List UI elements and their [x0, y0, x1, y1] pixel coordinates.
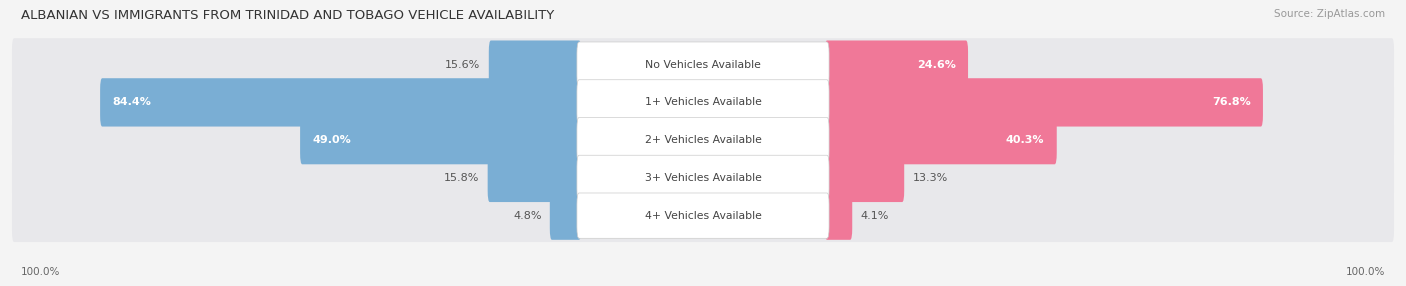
- FancyBboxPatch shape: [576, 193, 830, 238]
- FancyBboxPatch shape: [576, 155, 830, 200]
- FancyBboxPatch shape: [825, 154, 904, 202]
- Text: 15.8%: 15.8%: [444, 173, 479, 183]
- Text: 13.3%: 13.3%: [912, 173, 948, 183]
- FancyBboxPatch shape: [825, 192, 852, 240]
- FancyBboxPatch shape: [550, 192, 581, 240]
- Text: 4.1%: 4.1%: [860, 211, 889, 221]
- Text: 4+ Vehicles Available: 4+ Vehicles Available: [644, 211, 762, 221]
- FancyBboxPatch shape: [825, 78, 1263, 126]
- Text: 49.0%: 49.0%: [312, 135, 352, 145]
- Text: 40.3%: 40.3%: [1005, 135, 1045, 145]
- FancyBboxPatch shape: [825, 41, 969, 89]
- FancyBboxPatch shape: [489, 41, 581, 89]
- Text: 1+ Vehicles Available: 1+ Vehicles Available: [644, 98, 762, 107]
- FancyBboxPatch shape: [13, 189, 1393, 242]
- FancyBboxPatch shape: [299, 116, 581, 164]
- Text: Source: ZipAtlas.com: Source: ZipAtlas.com: [1274, 9, 1385, 19]
- FancyBboxPatch shape: [13, 114, 1393, 166]
- FancyBboxPatch shape: [576, 42, 830, 87]
- Text: 4.8%: 4.8%: [513, 211, 541, 221]
- Text: 2+ Vehicles Available: 2+ Vehicles Available: [644, 135, 762, 145]
- Text: 24.6%: 24.6%: [917, 60, 956, 69]
- FancyBboxPatch shape: [13, 152, 1393, 204]
- Text: 3+ Vehicles Available: 3+ Vehicles Available: [644, 173, 762, 183]
- Text: 84.4%: 84.4%: [112, 98, 152, 107]
- FancyBboxPatch shape: [488, 154, 581, 202]
- Text: ALBANIAN VS IMMIGRANTS FROM TRINIDAD AND TOBAGO VEHICLE AVAILABILITY: ALBANIAN VS IMMIGRANTS FROM TRINIDAD AND…: [21, 9, 554, 21]
- FancyBboxPatch shape: [13, 38, 1393, 91]
- FancyBboxPatch shape: [825, 116, 1057, 164]
- Text: No Vehicles Available: No Vehicles Available: [645, 60, 761, 69]
- FancyBboxPatch shape: [13, 76, 1393, 129]
- FancyBboxPatch shape: [576, 80, 830, 125]
- Text: 76.8%: 76.8%: [1212, 98, 1250, 107]
- Text: 100.0%: 100.0%: [21, 267, 60, 277]
- FancyBboxPatch shape: [100, 78, 581, 126]
- Text: 15.6%: 15.6%: [446, 60, 481, 69]
- Text: 100.0%: 100.0%: [1346, 267, 1385, 277]
- FancyBboxPatch shape: [576, 118, 830, 163]
